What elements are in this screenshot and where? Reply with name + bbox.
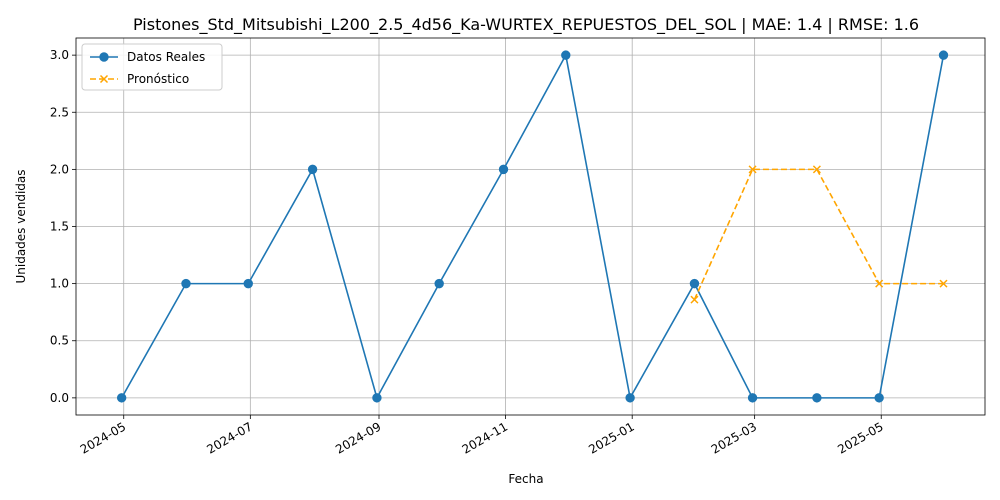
data-point — [812, 393, 822, 403]
data-point — [625, 393, 635, 403]
series-line — [693, 168, 944, 300]
y-tick-label: 3.0 — [50, 48, 69, 62]
data-point — [181, 278, 191, 289]
y-tick-label: 1.5 — [50, 220, 69, 234]
legend-label: Datos Reales — [127, 50, 205, 64]
x-tick-label: 2024-05 — [78, 419, 128, 456]
data-point-stroke — [690, 295, 699, 304]
data-point — [116, 393, 127, 403]
series-pron-stico — [690, 165, 948, 304]
y-tick-label: 1.0 — [50, 277, 69, 291]
data-point — [434, 278, 444, 289]
data-point — [812, 165, 821, 174]
chart-title: Pistones_Std_Mitsubishi_L200_2.5_4d56_Ka… — [133, 15, 919, 35]
data-point-stroke — [939, 279, 948, 288]
x-tick-label: 2025-01 — [586, 419, 636, 456]
x-tick-label: 2025-03 — [709, 419, 759, 456]
data-point — [938, 50, 949, 60]
data-point — [939, 279, 948, 288]
data-point — [874, 393, 884, 403]
legend-label: Pronóstico — [127, 72, 189, 86]
data-point-stroke — [748, 165, 757, 174]
x-tick-label: 2025-05 — [835, 419, 885, 456]
x-tick-label: 2024-09 — [333, 419, 383, 456]
data-point — [689, 278, 700, 289]
series-line — [120, 52, 945, 401]
x-axis: 2024-05 2024-07 2024-09 2024-11 2025-01 2025-… — [78, 415, 886, 457]
data-point-stroke — [99, 74, 109, 84]
data-point — [243, 278, 253, 289]
x-axis-label: Fecha — [508, 472, 543, 486]
data-point-stroke — [875, 279, 884, 288]
plot-frame — [75, 37, 986, 416]
x-tick-label: 2024-11 — [460, 419, 510, 456]
series-datos-reales — [116, 50, 949, 403]
data-point — [307, 164, 318, 175]
data-point — [498, 164, 509, 175]
y-tick-label: 2.5 — [50, 105, 69, 119]
data-point — [690, 295, 699, 304]
data-point — [747, 393, 758, 403]
data-point — [99, 52, 109, 62]
data-point — [875, 279, 884, 288]
legend: Datos Reales Pronóstico — [81, 43, 223, 91]
x-tick-label: 2024-07 — [204, 419, 254, 456]
data-point-stroke — [812, 165, 821, 174]
y-tick-label: 0.5 — [50, 334, 69, 348]
series-layer — [116, 50, 949, 403]
y-tick-label: 2.0 — [50, 162, 69, 176]
data-point — [372, 393, 382, 403]
y-tick-label: 0.0 — [50, 391, 69, 405]
y-axis: 0.0 0.5 1.0 1.5 2.0 2.5 3.0 — [50, 48, 76, 405]
y-axis-label: Unidades vendidas — [14, 169, 28, 283]
data-point — [748, 165, 757, 174]
data-point — [561, 50, 571, 60]
data-point — [99, 74, 109, 84]
